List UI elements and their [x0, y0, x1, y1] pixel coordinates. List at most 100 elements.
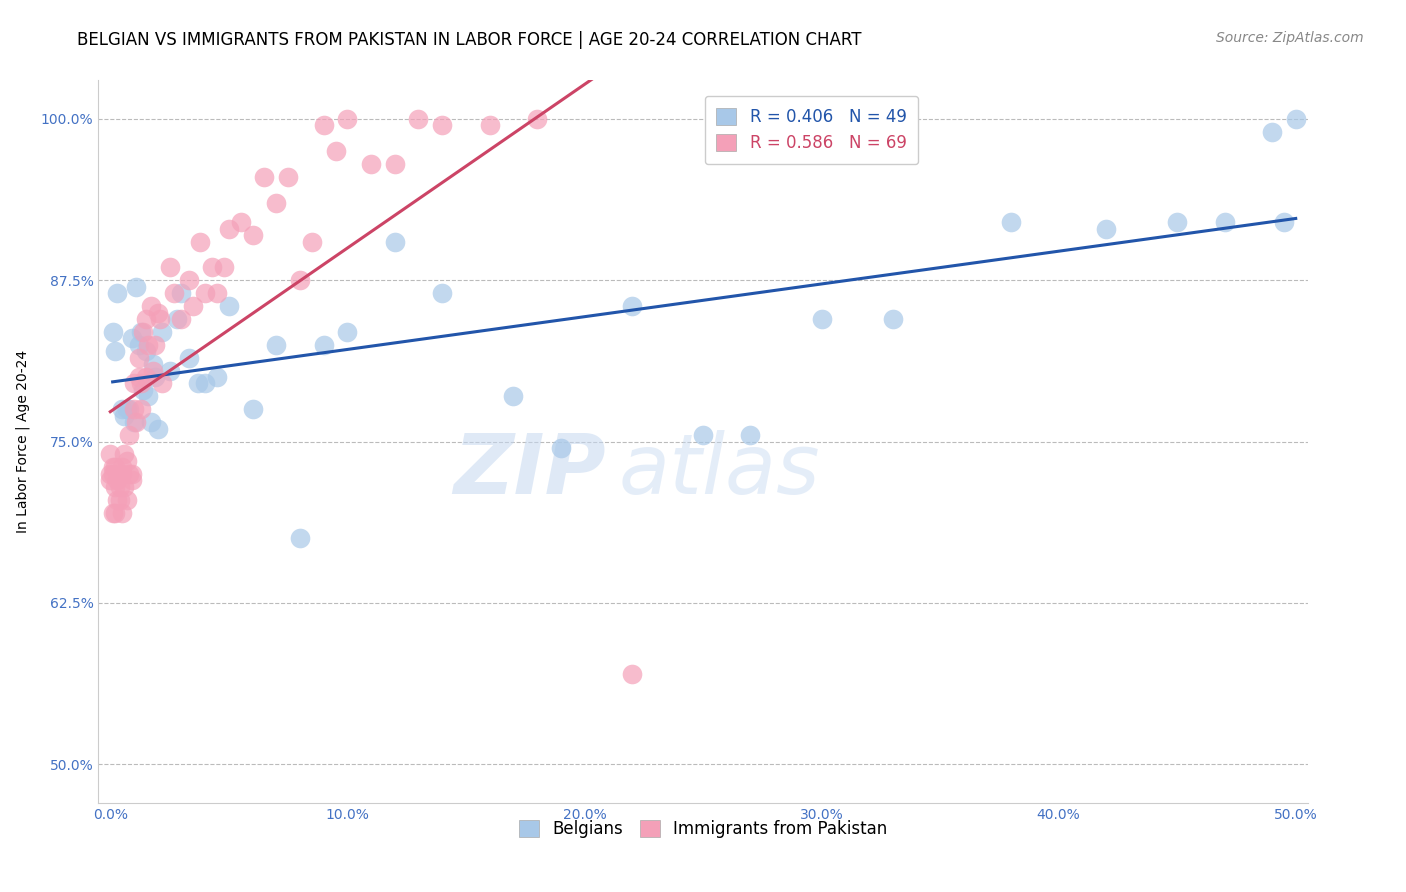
Point: [128, 338, 150, 352]
Point: [121, 473, 143, 487]
Legend: Belgians, Immigrants from Pakistan: Belgians, Immigrants from Pakistan: [512, 814, 894, 845]
Point: [105, 492, 128, 507]
Point: [108, 492, 131, 507]
Point: [139, 299, 162, 313]
Point: [242, 228, 264, 243]
Point: [122, 376, 145, 391]
Point: [149, 312, 172, 326]
Point: [432, 286, 454, 301]
Point: [384, 235, 406, 249]
Point: [159, 260, 181, 275]
Point: [101, 506, 124, 520]
Point: [118, 467, 141, 481]
Point: [218, 299, 240, 313]
Point: [135, 312, 157, 326]
Point: [115, 402, 138, 417]
Point: [125, 415, 148, 429]
Point: [115, 454, 138, 468]
Point: [143, 370, 166, 384]
Point: [384, 157, 406, 171]
Point: [111, 467, 134, 481]
Point: [98, 447, 121, 461]
Point: [478, 119, 501, 133]
Text: atlas: atlas: [619, 430, 820, 511]
Point: [1261, 125, 1284, 139]
Point: [104, 460, 127, 475]
Point: [170, 286, 193, 301]
Point: [432, 119, 454, 133]
Point: [277, 169, 299, 184]
Point: [121, 331, 143, 345]
Point: [692, 428, 714, 442]
Point: [104, 480, 127, 494]
Point: [142, 363, 165, 377]
Point: [264, 338, 287, 352]
Point: [152, 376, 174, 391]
Point: [229, 215, 252, 229]
Point: [288, 531, 311, 545]
Point: [159, 363, 181, 377]
Point: [98, 467, 121, 481]
Point: [620, 666, 643, 681]
Point: [205, 370, 228, 384]
Point: [740, 428, 762, 442]
Point: [336, 325, 359, 339]
Point: [115, 492, 138, 507]
Text: Source: ZipAtlas.com: Source: ZipAtlas.com: [1216, 31, 1364, 45]
Point: [882, 312, 904, 326]
Point: [336, 112, 359, 126]
Point: [502, 389, 524, 403]
Point: [201, 260, 224, 275]
Point: [166, 312, 188, 326]
Point: [108, 480, 131, 494]
Point: [139, 415, 162, 429]
Point: [550, 441, 572, 455]
Point: [111, 460, 134, 475]
Point: [132, 383, 155, 397]
Point: [526, 112, 548, 126]
Point: [408, 112, 430, 126]
Point: [114, 480, 136, 494]
Point: [1213, 215, 1236, 229]
Point: [190, 235, 212, 249]
Text: ZIP: ZIP: [454, 430, 606, 511]
Point: [125, 279, 148, 293]
Point: [128, 370, 150, 384]
Point: [101, 467, 124, 481]
Point: [1272, 215, 1295, 229]
Point: [128, 351, 150, 365]
Point: [132, 325, 155, 339]
Point: [620, 299, 643, 313]
Point: [194, 286, 217, 301]
Point: [288, 273, 311, 287]
Point: [218, 221, 240, 235]
Point: [242, 402, 264, 417]
Point: [104, 506, 127, 520]
Point: [1000, 215, 1022, 229]
Point: [114, 409, 136, 423]
Point: [312, 338, 335, 352]
Point: [360, 157, 382, 171]
Point: [1095, 221, 1118, 235]
Point: [177, 351, 200, 365]
Point: [118, 402, 141, 417]
Point: [135, 344, 157, 359]
Point: [205, 286, 228, 301]
Point: [1285, 112, 1308, 126]
Point: [104, 344, 127, 359]
Point: [146, 422, 169, 436]
Point: [312, 119, 335, 133]
Point: [152, 325, 174, 339]
Point: [129, 402, 152, 417]
Point: [325, 145, 347, 159]
Point: [142, 357, 165, 371]
Point: [146, 305, 169, 319]
Point: [136, 389, 159, 403]
Point: [122, 402, 145, 417]
Point: [129, 376, 152, 391]
Point: [810, 312, 832, 326]
Point: [122, 415, 145, 429]
Point: [136, 338, 159, 352]
Point: [135, 370, 157, 384]
Point: [301, 235, 323, 249]
